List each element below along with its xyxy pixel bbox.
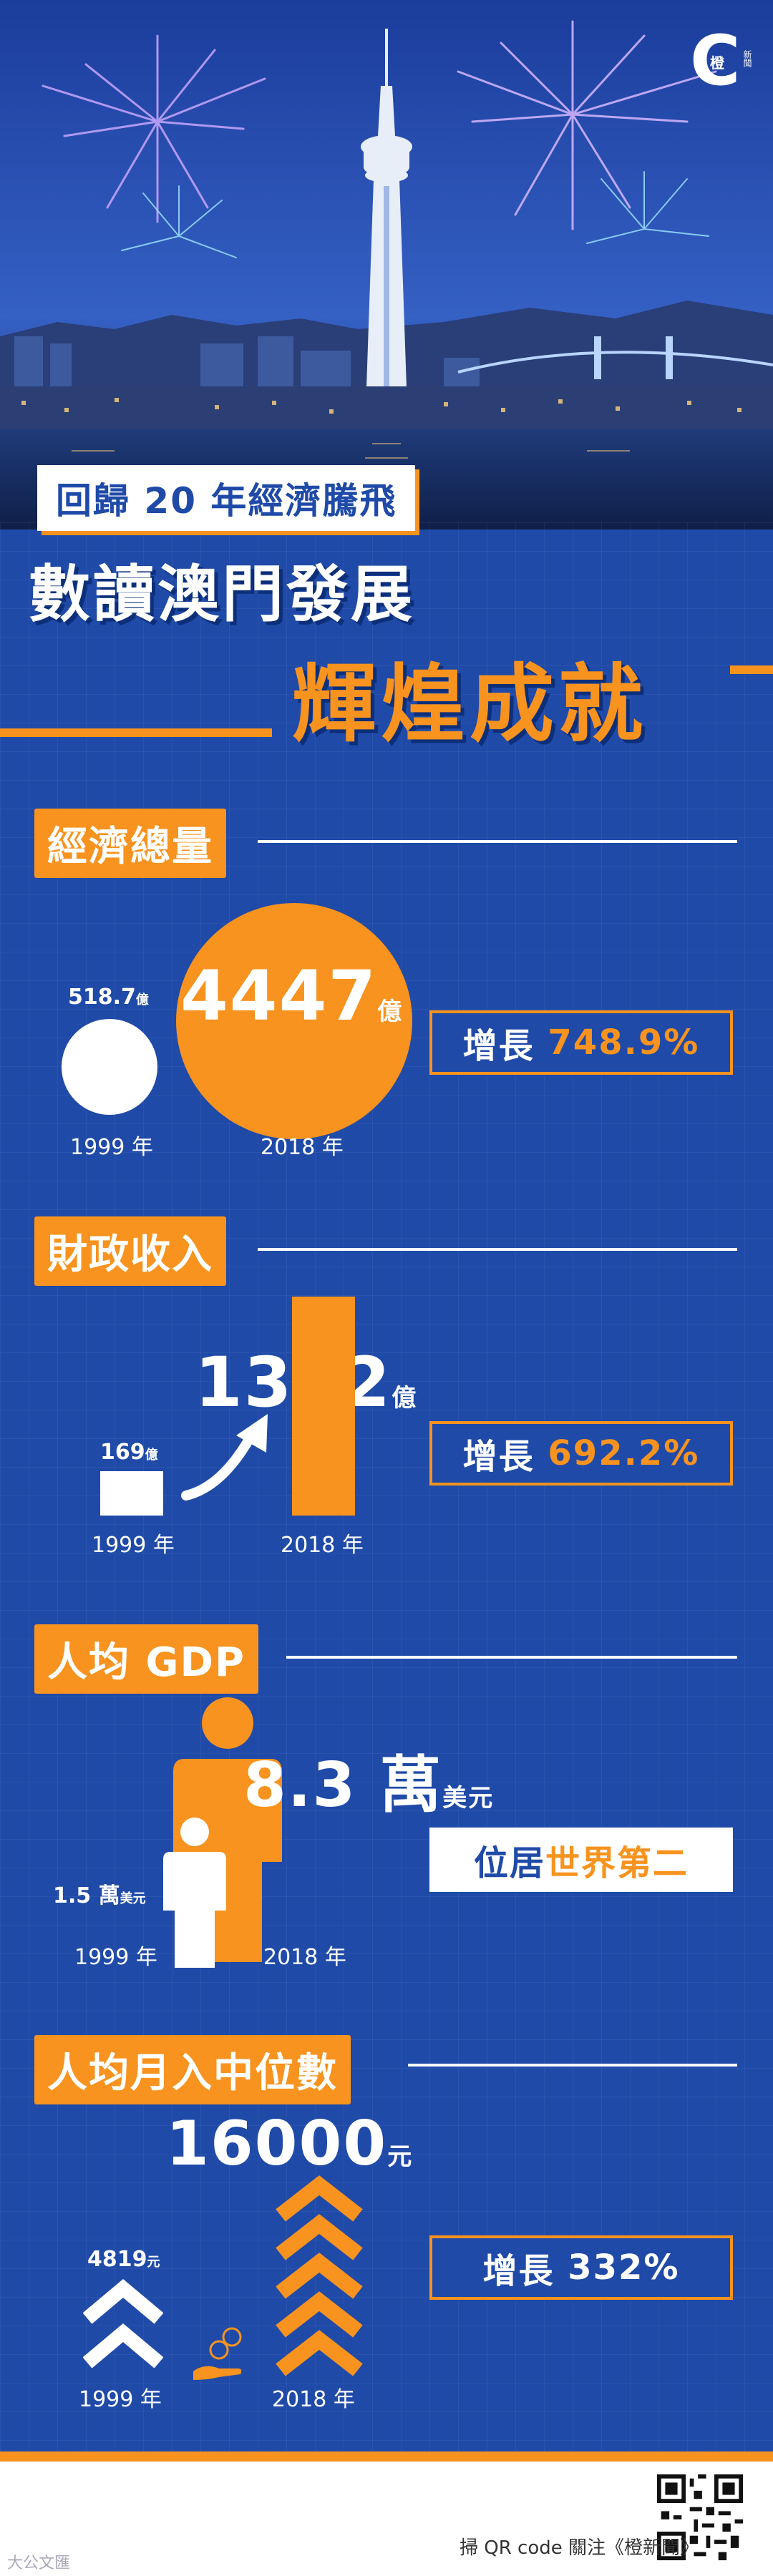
- section-divider: [258, 840, 737, 843]
- growth-value: 332%: [568, 2248, 680, 2288]
- growth-value: 692.2%: [548, 1433, 700, 1473]
- person-icon-1999: [163, 1818, 226, 1968]
- fiscal-year-2018: 2018 年: [281, 1533, 364, 1558]
- gdp-growth-box: 增長 748.9%: [429, 1010, 733, 1075]
- gdp-year-1999: 1999 年: [70, 1135, 153, 1160]
- brand-logo: C 橙 新聞: [690, 21, 754, 101]
- fiscal-2018-bar: [292, 1297, 355, 1516]
- median-2018-value: 16000元: [166, 2108, 414, 2180]
- macau-tower: [361, 29, 412, 429]
- gdp-1999-value: 518.7億: [68, 985, 149, 1010]
- chevron-up-icon-stack-2018: [276, 2175, 363, 2376]
- section-label-median-income: 人均月入中位數: [34, 2035, 351, 2104]
- title-underline-left: [0, 728, 272, 737]
- growth-label: 增長: [462, 1437, 535, 1477]
- header-title: 數讀澳門發展: [29, 559, 415, 630]
- fiscal-1999-value: 169億: [100, 1440, 158, 1465]
- macau-tower-illustration: [0, 0, 773, 530]
- median-year-2018: 2018 年: [272, 2387, 355, 2412]
- gdp-per-capita-year-2018: 2018 年: [263, 1945, 346, 1970]
- fiscal-growth-box: 增長 692.2%: [429, 1421, 733, 1485]
- gdp-per-capita-rank-box: 位居 世界第二: [429, 1828, 733, 1892]
- qr-code: [657, 2474, 743, 2560]
- money-hand-icon: [193, 2327, 242, 2380]
- gdp-per-capita-1999-value: 1.5 萬美元: [53, 1883, 146, 1908]
- qr-caption: 掃 QR code 關注《橙新聞》: [460, 2537, 699, 2559]
- hero-image: C 橙 新聞: [0, 0, 773, 530]
- rank-value: 世界第二: [545, 1843, 689, 1883]
- watermark: 大公文匯: [7, 2555, 71, 2572]
- logo-letter: C: [690, 21, 741, 101]
- rank-prefix: 位居: [473, 1843, 545, 1883]
- arrow-up-icon: [181, 1414, 268, 1501]
- gdp-per-capita-year-1999: 1999 年: [74, 1945, 157, 1970]
- section-divider: [258, 1248, 737, 1251]
- fiscal-1999-bar: [100, 1471, 163, 1516]
- growth-value: 748.9%: [548, 1023, 700, 1063]
- median-1999-value: 4819元: [87, 2247, 160, 2272]
- growth-label: 增長: [462, 1026, 535, 1066]
- gdp-year-2018: 2018 年: [261, 1135, 344, 1160]
- median-growth-box: 增長 332%: [429, 2235, 733, 2300]
- header-highlight: 輝煌成就: [292, 655, 648, 753]
- median-year-1999: 1999 年: [79, 2387, 162, 2412]
- fiscal-year-1999: 1999 年: [92, 1533, 175, 1558]
- section-divider: [286, 1656, 737, 1659]
- section-label-fiscal-revenue: 財政收入: [34, 1216, 226, 1286]
- section-label-gdp-total: 經濟總量: [34, 809, 226, 878]
- gdp-per-capita-2018-value: 8.3 萬美元: [243, 1750, 495, 1821]
- gdp-2018-circle: [176, 903, 412, 1139]
- footer: [0, 2462, 773, 2576]
- growth-label: 增長: [482, 2251, 555, 2291]
- section-divider: [408, 2064, 737, 2067]
- title-underline-right: [730, 665, 773, 674]
- chevron-up-icon-stack-1999: [83, 2278, 163, 2368]
- section-label-gdp-per-capita: 人均 GDP: [34, 1624, 258, 1694]
- footer-band: [0, 2451, 773, 2462]
- logo-char: 橙: [710, 54, 724, 72]
- header-subtitle: 回歸 20 年經濟騰飛: [37, 465, 416, 531]
- gdp-2018-value: 4447億: [180, 956, 404, 1036]
- gdp-1999-circle: [62, 1019, 157, 1115]
- fireworks-illustration: [42, 20, 717, 258]
- logo-small: 新聞: [742, 50, 752, 67]
